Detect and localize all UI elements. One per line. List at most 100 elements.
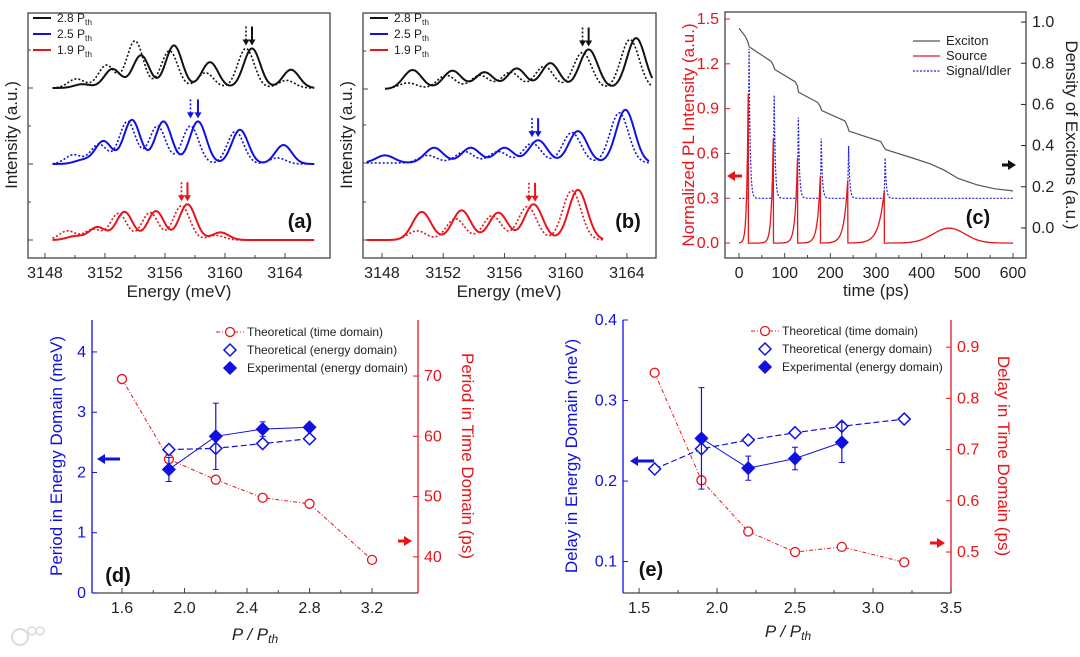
panel-a: 3148 3152 3156 3160 3164 Intensity (a.u.) Ener…	[2, 11, 331, 301]
filled-diamond-point	[161, 462, 176, 477]
legend-label: Exciton	[946, 33, 989, 48]
legend-marker	[222, 360, 238, 376]
x-tick-label: 400	[908, 265, 935, 282]
source-line	[738, 93, 1013, 244]
x-tick-label: 3148	[27, 265, 63, 282]
y-tick-label: 0.9	[957, 339, 979, 356]
y-tick-label: 3	[77, 404, 86, 421]
filled-diamond-point	[787, 451, 803, 466]
peak-arrow-dotted	[528, 118, 536, 138]
open-circle-point	[210, 474, 221, 485]
x-axis-title-sub: th	[801, 629, 811, 643]
exciton-line	[738, 27, 1014, 192]
panel-label: (c)	[966, 207, 990, 229]
peak-arrow-solid	[248, 26, 256, 46]
series-line-1	[168, 438, 310, 451]
peak-arrow-solid	[183, 182, 191, 202]
filled-diamond-point	[208, 429, 223, 444]
series-line-0	[121, 378, 373, 561]
dotted-spectrum-28	[52, 39, 315, 89]
panel-label: (a)	[288, 211, 312, 233]
y-tick-label: 60	[424, 428, 442, 445]
legend-label: Theoretical (time domain)	[782, 324, 918, 338]
x-tick-label: 3152	[425, 265, 461, 282]
y-axis-title: Intensity (a.u.)	[337, 81, 356, 189]
legend-label-main: 2.5 P	[394, 27, 422, 41]
y-axis-title-right: Density of Excitons (a.u.)	[1062, 41, 1080, 230]
open-diamond-point	[161, 442, 176, 457]
x-tick-label: 2.8	[298, 600, 320, 617]
legend-marker	[224, 326, 236, 338]
panel-label: (d)	[105, 565, 131, 587]
y-tick-label: 40	[424, 549, 442, 566]
series-line-2	[168, 426, 310, 470]
y-tick-label: 0.3	[697, 190, 719, 207]
x-tick-label: 3.2	[361, 600, 383, 617]
y-tick-label: 0	[77, 585, 86, 602]
open-diamond-point	[741, 432, 756, 448]
y-tick-label: 0.4	[595, 312, 617, 329]
legend-label: Signal/Idler	[946, 63, 1012, 78]
legend-label: Experimental (energy domain)	[247, 361, 408, 375]
y-tick-label: 0.9	[697, 101, 719, 118]
legend-label-main: 1.9 P	[394, 43, 422, 57]
open-circle-point	[366, 554, 378, 566]
x-tick-label: 2.5	[784, 600, 806, 617]
x-axis-title-main: P / P	[765, 622, 802, 641]
y-tick-label: 0.2	[1032, 179, 1054, 196]
y-axis-title: Intensity (a.u.)	[2, 81, 21, 189]
filled-diamond-point	[834, 435, 849, 450]
y-axis-title-right: Period in Time Domain (ps)	[458, 353, 477, 559]
open-circle-point	[649, 367, 660, 378]
open-circle-point	[836, 541, 847, 553]
solid-spectrum-28	[52, 44, 315, 89]
legend-label: Theoretical (energy domain)	[247, 343, 397, 357]
x-tick-label: 3164	[609, 265, 645, 282]
peak-arrow-solid	[194, 99, 202, 119]
x-tick-label: 0	[735, 265, 744, 282]
solid-spectrum-19	[52, 203, 315, 241]
legend-label-main: 2.8 P	[57, 11, 85, 25]
x-axis-title: Energy (meV)	[457, 282, 562, 301]
y-axis-title-left: Normalized PL Intensity (a.u.)	[679, 23, 698, 246]
solid-spectrum-25	[52, 118, 315, 165]
legend-label-sub: th	[422, 17, 429, 27]
y-tick-label: 0.6	[957, 493, 979, 510]
legend-marker	[757, 341, 773, 357]
x-tick-label: 2.0	[706, 600, 728, 617]
x-axis-title: P / Pth	[765, 622, 812, 643]
plot-frame	[362, 12, 657, 259]
y-tick-label: 1	[77, 525, 86, 542]
open-circle-point	[899, 557, 910, 568]
open-circle-point	[116, 373, 128, 385]
x-tick-label: 3.0	[862, 600, 884, 617]
x-tick-label: 300	[863, 265, 890, 282]
open-circle-point	[789, 546, 801, 558]
y-axis-title-left: Period in Energy Domain (meV)	[47, 336, 66, 576]
x-tick-label: 1.6	[111, 600, 133, 617]
y-tick-label: 0.4	[1032, 138, 1054, 155]
open-diamond-point	[897, 411, 912, 427]
filled-diamond-point	[741, 461, 756, 476]
y-tick-label: 0.7	[957, 442, 979, 459]
y-axis-title-right: Delay in Time Domain (ps)	[994, 356, 1013, 556]
open-diamond-point	[255, 436, 270, 451]
panel-b: 3148 3152 3156 3160 3164 Intensity (a.u.) Ener…	[337, 11, 657, 301]
y-tick-label: 0.6	[1032, 96, 1054, 113]
x-axis-title: time (ps)	[843, 281, 909, 300]
dotted-spectrum-19	[52, 204, 315, 241]
series-line-2	[701, 437, 842, 469]
dotted-spectrum-19	[366, 189, 604, 241]
panel-e: 1.5 2.0 2.5 3.0 3.5 0.1 0.2 0.3 0.4 0.5 0.6 0.7 0.8 0…	[562, 312, 1013, 643]
legend-label: 1.9 Pth	[57, 43, 92, 59]
x-tick-label: 3152	[87, 265, 123, 282]
x-axis-title-sub: th	[268, 632, 278, 646]
solid-spectrum-25	[366, 108, 650, 164]
legend-label: 2.8 Pth	[57, 11, 92, 27]
left-axis-arrow	[97, 454, 120, 464]
right-axis-arrow	[930, 538, 945, 548]
panel-d: 1.6 2.0 2.4 2.8 3.2 0 1 2 3 4 40 50 60 70 Period in En…	[47, 320, 477, 646]
y-tick-label: 50	[424, 489, 442, 506]
x-tick-label: 3164	[267, 265, 303, 282]
right-axis-arrow	[1002, 160, 1016, 170]
